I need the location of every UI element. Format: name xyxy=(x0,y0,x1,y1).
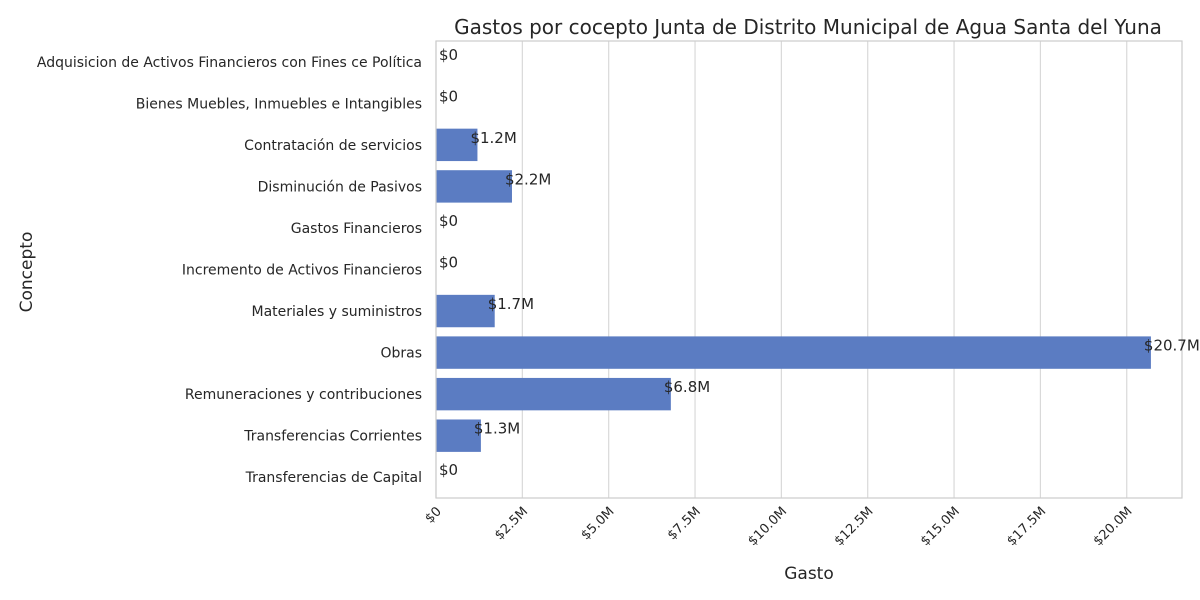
category-label: Gastos Financieros xyxy=(291,221,422,237)
data-label: $0 xyxy=(439,461,458,479)
x-tick-label: $12.5M xyxy=(832,504,877,549)
data-label: $20.7M xyxy=(1144,337,1200,355)
bar xyxy=(436,170,512,203)
category-label: Materiales y suministros xyxy=(251,304,422,320)
category-label: Remuneraciones y contribuciones xyxy=(185,387,422,403)
x-tick-label: $0 xyxy=(423,504,445,526)
x-tick-labels: $0 $2.5M $5.0M $7.5M $10.0M $12.5M $15.0M $17.5… xyxy=(423,504,1136,549)
data-label: $0 xyxy=(439,254,458,272)
data-label: $6.8M xyxy=(664,378,710,396)
data-labels: $0 $0 $1.2M $2.2M $0 $0 $1.7M $20.7M $6.8M $1.3M $… xyxy=(439,46,1200,479)
x-tick-label: $17.5M xyxy=(1004,504,1049,549)
x-tick-label: $10.0M xyxy=(745,504,790,549)
x-tick-label: $7.5M xyxy=(665,504,704,543)
x-tick-label: $15.0M xyxy=(918,504,963,549)
plot-frame xyxy=(435,40,1183,499)
x-tick-label: $20.0M xyxy=(1091,504,1136,549)
data-label: $2.2M xyxy=(505,170,551,188)
data-label: $0 xyxy=(439,212,458,230)
data-label: $1.2M xyxy=(470,129,516,147)
x-tick-label: $5.0M xyxy=(579,504,618,543)
category-label: Bienes Muebles, Inmuebles e Intangibles xyxy=(136,96,422,112)
category-label: Obras xyxy=(380,346,422,362)
chart-title: Gastos por cocepto Junta de Distrito Mun… xyxy=(454,15,1162,39)
x-axis-label: Gasto xyxy=(784,564,834,584)
data-label: $1.7M xyxy=(488,295,534,313)
x-tick-label: $2.5M xyxy=(492,504,531,543)
category-label: Adquisicion de Activos Financieros con F… xyxy=(37,55,422,71)
category-labels: Adquisicion de Activos Financieros con F… xyxy=(37,55,422,486)
category-label: Disminución de Pasivos xyxy=(258,179,422,195)
bars xyxy=(436,128,1151,452)
bar xyxy=(436,336,1151,369)
category-label: Transferencias Corrientes xyxy=(243,429,422,445)
bar xyxy=(436,294,495,328)
category-label: Transferencias de Capital xyxy=(245,470,422,486)
data-label: $1.3M xyxy=(474,420,520,438)
data-label: $0 xyxy=(439,87,458,105)
category-label: Incremento de Activos Financieros xyxy=(182,263,422,279)
grid-layer xyxy=(435,41,1128,498)
data-label: $0 xyxy=(439,46,458,64)
bar xyxy=(436,377,671,411)
category-label: Contratación de servicios xyxy=(244,138,422,154)
bar xyxy=(436,419,481,452)
y-axis-label: Concepto xyxy=(17,232,37,313)
bar xyxy=(436,128,478,162)
